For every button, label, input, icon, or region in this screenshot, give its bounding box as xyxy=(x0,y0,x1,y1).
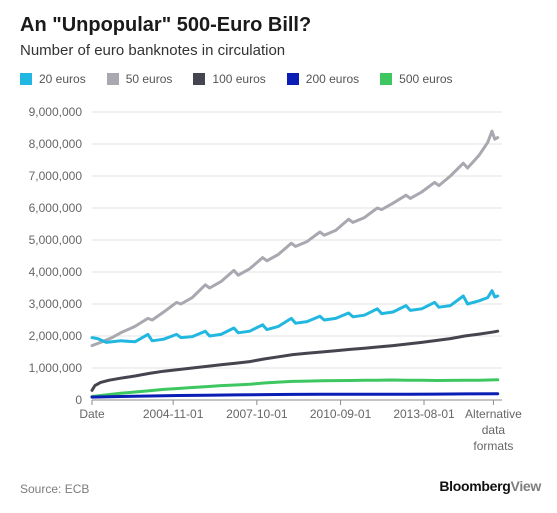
series-line-100-euros xyxy=(90,329,500,392)
series-line-50-euros xyxy=(90,129,500,348)
legend-label: 50 euros xyxy=(125,72,173,86)
y-tick-label: 9,000,000 xyxy=(29,105,83,119)
x-tick-label: 2007-10-01 xyxy=(226,407,288,421)
brand-main: Bloomberg xyxy=(439,478,511,494)
legend-label: 20 euros xyxy=(39,72,86,86)
x-tick-label: 2013-08-01 xyxy=(393,407,455,421)
x-tick-label: 2004-11-01 xyxy=(143,407,204,421)
x-tick-label: 2010-09-01 xyxy=(310,407,372,421)
y-tick-label: 6,000,000 xyxy=(29,201,83,215)
y-tick-label: 8,000,000 xyxy=(29,137,83,151)
legend-item-100-euros: 100 euros xyxy=(193,72,266,86)
legend-swatch xyxy=(20,73,32,85)
series-line-200-euros xyxy=(90,392,500,399)
x-tick-label-line: data xyxy=(482,423,506,437)
legend-swatch xyxy=(106,73,119,85)
chart-title: An "Unpopular" 500-Euro Bill? xyxy=(20,14,312,36)
x-tick-label: Date xyxy=(79,407,105,421)
source-note: Source: ECB xyxy=(20,482,90,496)
legend-item-20-euros: 20 euros xyxy=(20,72,86,86)
series-line-20-euros xyxy=(90,289,500,344)
y-tick-label: 5,000,000 xyxy=(29,233,83,247)
x-tick-label-line: Alternative xyxy=(465,407,522,421)
y-tick-label: 2,000,000 xyxy=(29,329,83,343)
y-tick-label: 4,000,000 xyxy=(29,265,83,279)
legend-label: 200 euros xyxy=(305,72,360,86)
brand-logo: BloombergView xyxy=(439,478,541,494)
y-tick-label: 7,000,000 xyxy=(29,169,83,183)
legend-swatch xyxy=(380,73,393,85)
legend-item-500-euros: 500 euros xyxy=(380,72,453,86)
legend-label: 500 euros xyxy=(399,72,453,86)
legend-swatch xyxy=(286,73,299,85)
legend-label: 100 euros xyxy=(212,72,266,86)
y-tick-label: 0 xyxy=(75,393,82,407)
y-tick-label: 1,000,000 xyxy=(29,361,83,375)
legend-swatch xyxy=(193,73,206,85)
brand-suffix: View xyxy=(510,478,542,494)
series-line-500-euros xyxy=(90,378,500,398)
x-tick-label: Alternative data formats xyxy=(465,407,522,453)
legend-item-200-euros: 200 euros xyxy=(286,72,360,86)
chart-subtitle: Number of euro banknotes in circulation xyxy=(20,42,286,59)
x-tick-label-line: formats xyxy=(473,439,513,453)
y-tick-label: 3,000,000 xyxy=(29,297,83,311)
line-chart: 0 1,000,000 2,000,000 3,000,000 4,000,000 5,0… xyxy=(29,105,522,453)
legend-item-50-euros: 50 euros xyxy=(106,72,173,86)
legend: 20 euros 50 euros 100 euros 200 euros 50… xyxy=(20,72,474,86)
